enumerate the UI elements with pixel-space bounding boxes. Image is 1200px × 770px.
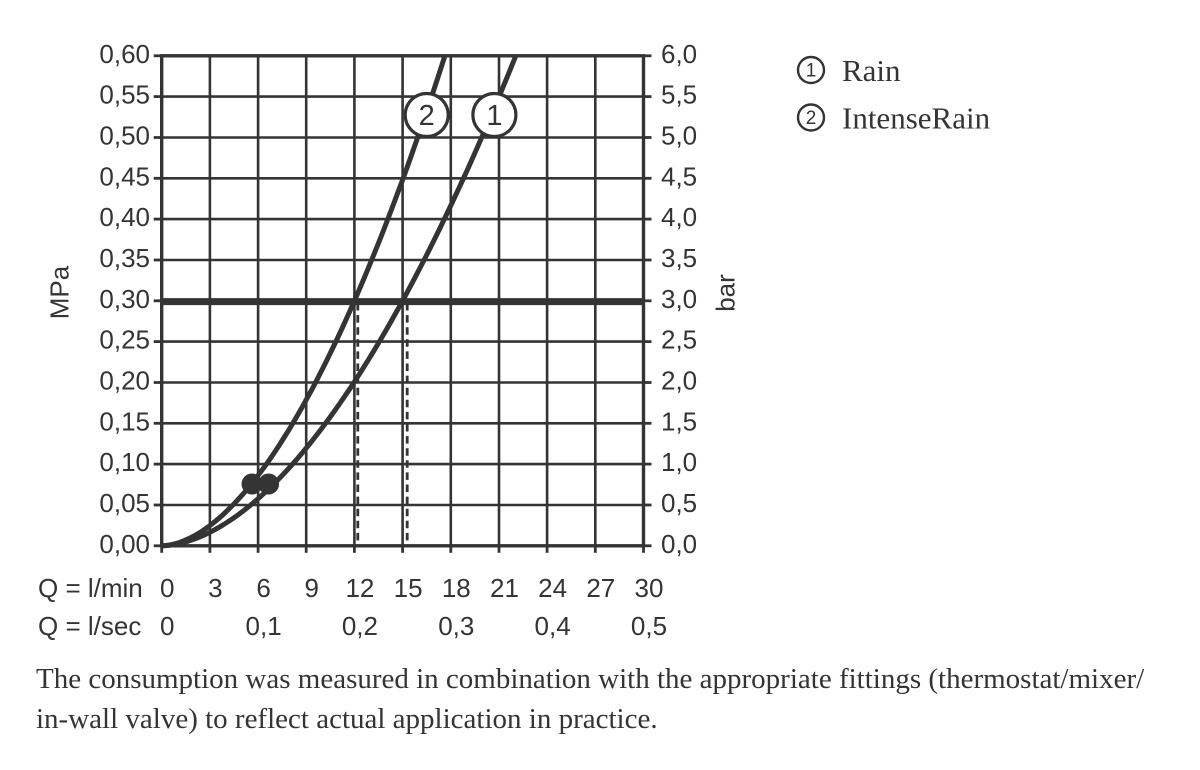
svg-text:1,0: 1,0 (661, 447, 697, 477)
svg-text:0,50: 0,50 (99, 121, 150, 151)
svg-text:5,0: 5,0 (661, 121, 697, 151)
svg-text:Rain: Rain (842, 53, 901, 88)
svg-text:0,55: 0,55 (99, 80, 150, 110)
svg-text:0,4: 0,4 (535, 611, 571, 641)
svg-text:3: 3 (208, 573, 222, 603)
svg-text:0,45: 0,45 (99, 161, 150, 191)
svg-text:30: 30 (635, 573, 664, 603)
svg-text:The consumption was measured i: The consumption was measured in combinat… (36, 663, 1145, 695)
svg-text:0,20: 0,20 (99, 366, 150, 396)
svg-text:4,0: 4,0 (661, 202, 697, 232)
svg-text:6: 6 (256, 573, 270, 603)
svg-text:2,5: 2,5 (661, 325, 697, 355)
svg-text:27: 27 (586, 573, 615, 603)
svg-text:0: 0 (160, 573, 174, 603)
svg-text:0,10: 0,10 (99, 447, 150, 477)
svg-text:1: 1 (486, 100, 502, 132)
svg-text:18: 18 (442, 573, 471, 603)
svg-text:0,5: 0,5 (631, 611, 667, 641)
svg-text:0: 0 (160, 611, 174, 641)
svg-text:MPa: MPa (45, 265, 75, 319)
svg-text:2: 2 (806, 108, 817, 129)
svg-text:0,60: 0,60 (99, 39, 150, 69)
svg-text:in-wall valve) to reflect actu: in-wall valve) to reflect actual applica… (36, 703, 658, 735)
svg-text:0,5: 0,5 (661, 488, 697, 518)
svg-text:0,3: 0,3 (438, 611, 474, 641)
svg-text:bar: bar (711, 274, 741, 312)
svg-text:0,30: 0,30 (99, 284, 150, 314)
svg-text:3,5: 3,5 (661, 243, 697, 273)
svg-text:Q = l/sec: Q = l/sec (38, 611, 141, 641)
svg-text:IntenseRain: IntenseRain (842, 101, 991, 136)
svg-text:0,35: 0,35 (99, 243, 150, 273)
svg-text:15: 15 (394, 573, 423, 603)
svg-text:0,0: 0,0 (661, 529, 697, 559)
svg-text:0,1: 0,1 (246, 611, 282, 641)
svg-text:2,0: 2,0 (661, 366, 697, 396)
svg-text:6,0: 6,0 (661, 39, 697, 69)
svg-text:Q = l/min: Q = l/min (38, 573, 143, 603)
svg-text:12: 12 (345, 573, 374, 603)
svg-text:0,05: 0,05 (99, 488, 150, 518)
svg-text:0,25: 0,25 (99, 325, 150, 355)
svg-text:0,2: 0,2 (342, 611, 378, 641)
svg-text:2: 2 (419, 100, 435, 132)
svg-text:0,40: 0,40 (99, 202, 150, 232)
svg-text:24: 24 (538, 573, 567, 603)
svg-text:21: 21 (490, 573, 519, 603)
svg-text:3,0: 3,0 (661, 284, 697, 314)
svg-text:9: 9 (304, 573, 318, 603)
svg-text:0,00: 0,00 (99, 529, 150, 559)
svg-text:1: 1 (806, 61, 817, 82)
svg-text:4,5: 4,5 (661, 161, 697, 191)
svg-text:1,5: 1,5 (661, 406, 697, 436)
svg-text:0,15: 0,15 (99, 406, 150, 436)
svg-text:5,5: 5,5 (661, 80, 697, 110)
